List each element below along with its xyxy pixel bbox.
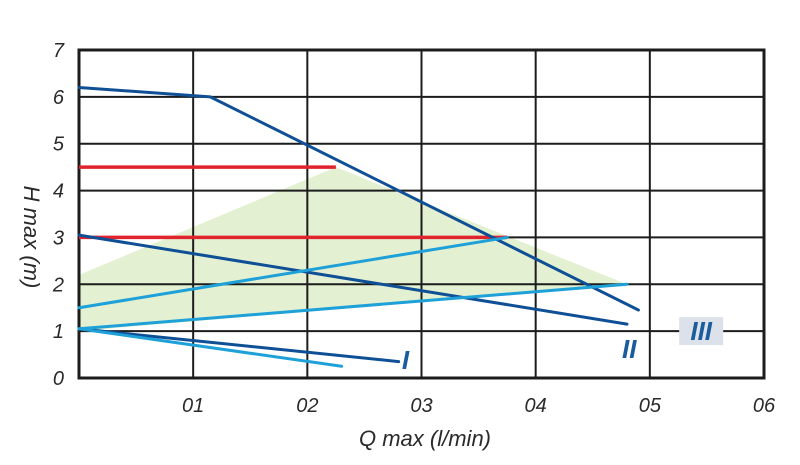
series-line xyxy=(77,327,401,364)
y-tick-label: 1 xyxy=(53,321,64,343)
x-tick-label: 03 xyxy=(410,395,432,417)
y-tick-label: 3 xyxy=(53,227,64,249)
x-tick-label: 04 xyxy=(525,395,547,417)
tick-label-layer: 010203040506001234567 xyxy=(52,40,776,417)
y-tick-label: 4 xyxy=(53,181,64,203)
operating-zone xyxy=(79,167,627,332)
y-tick-label: 7 xyxy=(53,40,65,62)
curve-label-box xyxy=(679,317,724,346)
y-tick-label: 0 xyxy=(53,368,64,390)
y-tick-label: 5 xyxy=(53,134,65,156)
plot-frame xyxy=(77,48,766,380)
series-line xyxy=(77,233,629,326)
x-axis-label: Q max (l/min) xyxy=(359,426,491,451)
x-tick-label: 06 xyxy=(753,395,776,417)
x-tick-label: 01 xyxy=(182,395,204,417)
y-axis-label: H max (m) xyxy=(19,186,44,289)
series-line xyxy=(77,327,344,368)
series-layer xyxy=(77,85,640,368)
x-tick-label: 02 xyxy=(296,395,318,417)
y-tick-label: 6 xyxy=(53,87,65,109)
x-tick-label: 05 xyxy=(639,395,662,417)
grid-layer xyxy=(77,48,766,380)
curve-label: III xyxy=(690,316,712,346)
curve-label: II xyxy=(622,334,637,364)
y-tick-label: 2 xyxy=(52,274,64,296)
operating-zone-layer xyxy=(79,167,627,332)
curve-label: I xyxy=(402,345,410,375)
series-line xyxy=(77,235,509,310)
series-line xyxy=(77,282,629,331)
